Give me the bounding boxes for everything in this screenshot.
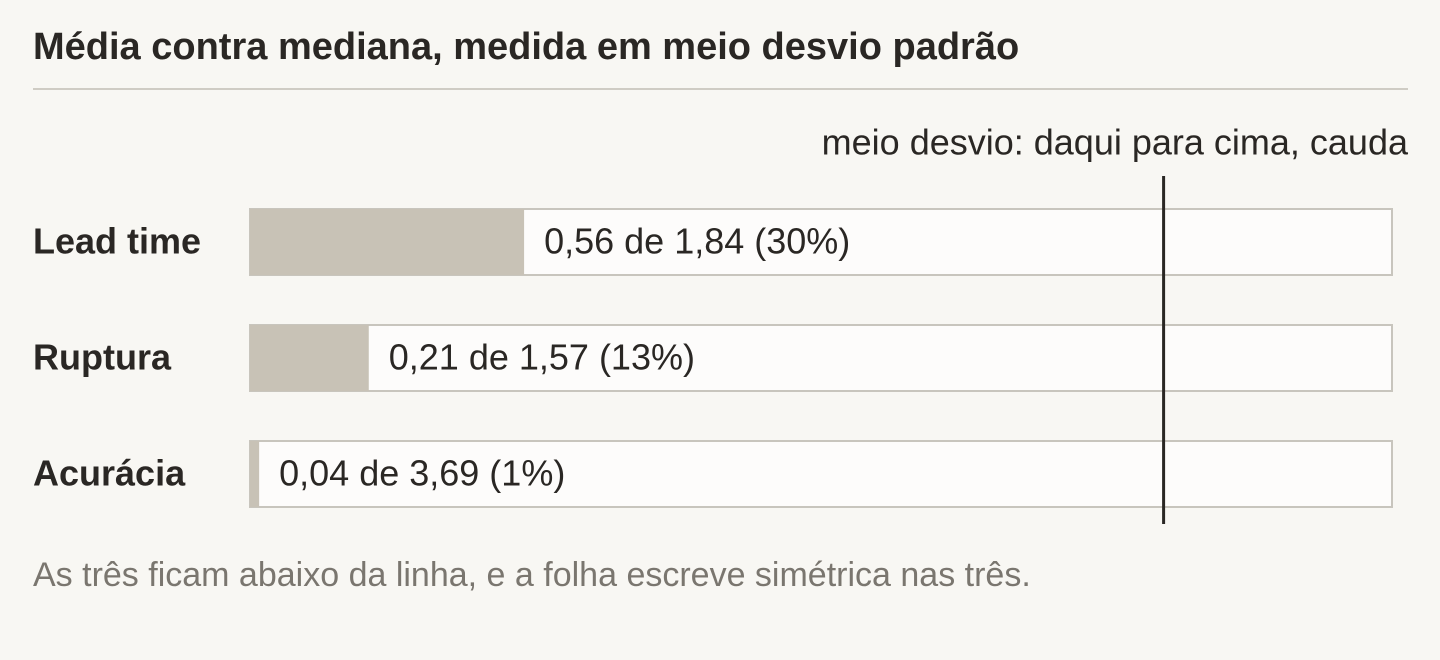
category-label: Lead time — [33, 221, 201, 262]
value-label: 0,04 de 3,69 (1%) — [279, 453, 565, 494]
category-label: Acurácia — [33, 453, 186, 494]
bar — [250, 209, 525, 275]
category-label: Ruptura — [33, 337, 172, 378]
footnote: As três ficam abaixo da linha, e a folha… — [33, 556, 1031, 594]
bar — [250, 325, 369, 391]
threshold-annotation: meio desvio: daqui para cima, cauda — [822, 122, 1409, 163]
bar-track — [249, 324, 1393, 392]
value-label: 0,21 de 1,57 (13%) — [389, 337, 695, 378]
chart-title: Média contra mediana, medida em meio des… — [33, 26, 1019, 68]
bar — [250, 441, 260, 507]
value-label: 0,56 de 1,84 (30%) — [544, 221, 850, 262]
bar-track — [249, 440, 1393, 508]
